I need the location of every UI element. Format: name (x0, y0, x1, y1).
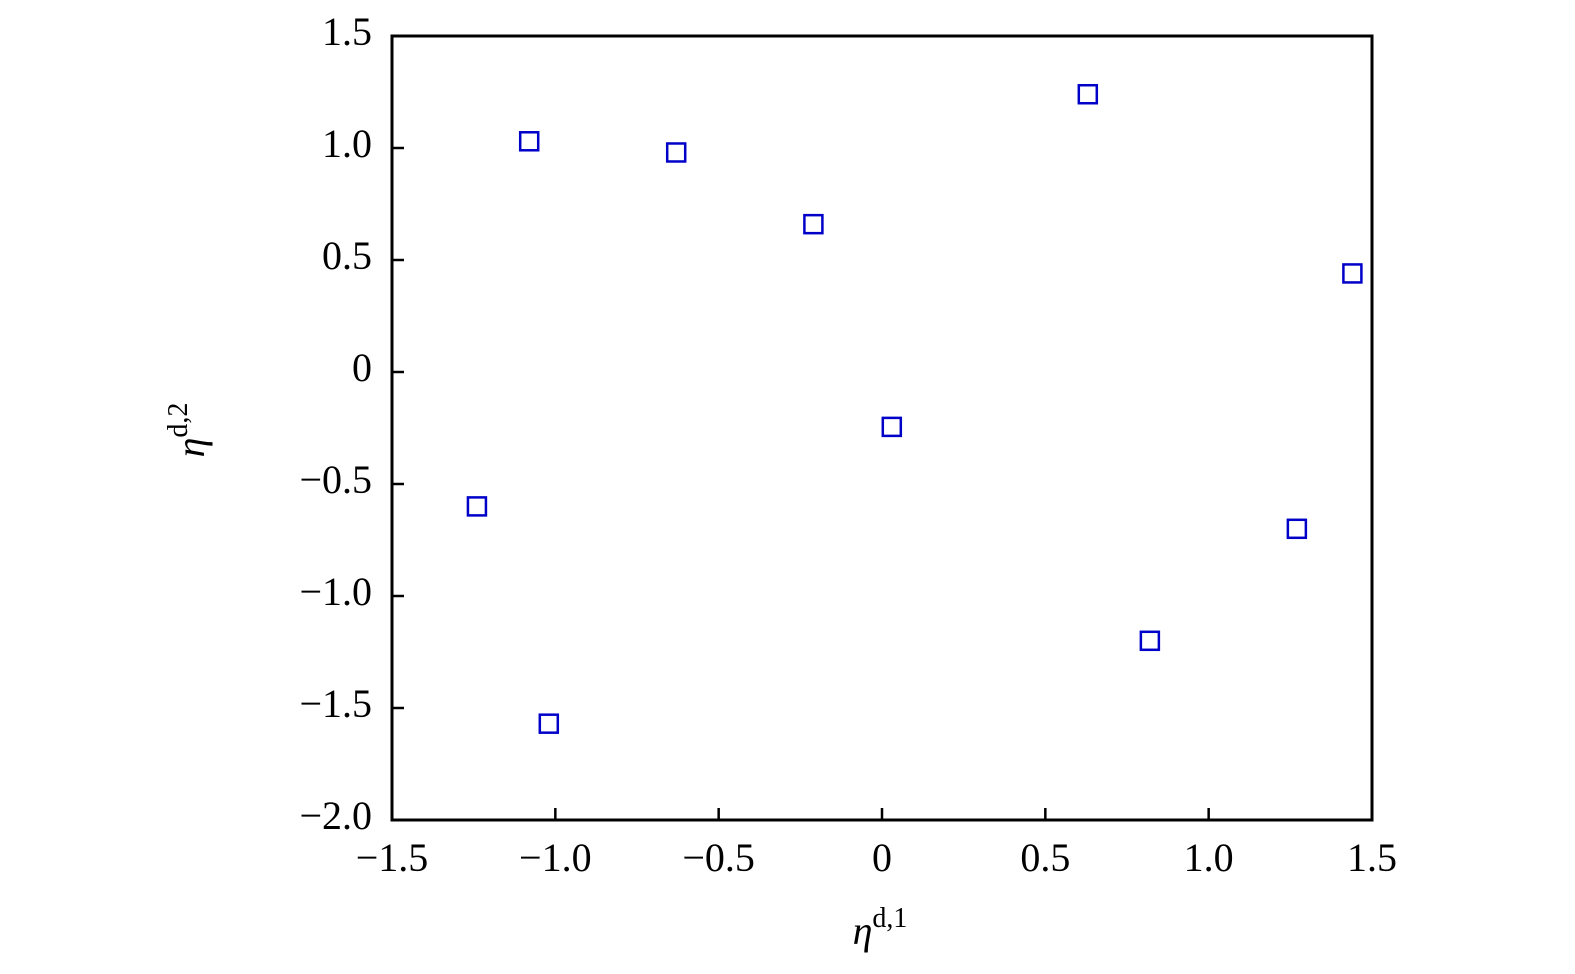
point (1342, 263, 1363, 284)
x-tick-label: 1.5 (1347, 835, 1397, 880)
x-tick-label: 0.5 (1020, 835, 1070, 880)
y-tick-label: 0.5 (322, 233, 372, 278)
x-tick-label: −1.5 (356, 835, 429, 880)
x-label-superscript: d,1 (872, 903, 907, 934)
x-tick-label: 1.0 (1184, 835, 1234, 880)
x-label-symbol: η (853, 908, 873, 953)
point (881, 416, 903, 438)
y-tick-label: −1.5 (299, 681, 372, 726)
y-tick-label: −1.0 (299, 569, 372, 614)
y-tick-label: 1.5 (322, 9, 372, 54)
point (538, 713, 560, 734)
x-axis-label: ηd,1 (853, 903, 908, 953)
point (466, 496, 488, 517)
point (1139, 630, 1161, 652)
y-axis-label: ηd,2 (163, 403, 213, 458)
point (803, 213, 824, 235)
point (1286, 518, 1308, 540)
y-tick-label: −2.0 (299, 793, 372, 838)
x-tick-label: −1.0 (519, 835, 592, 880)
y-tick-label: −0.5 (299, 457, 372, 502)
x-tick-label: −0.5 (682, 835, 755, 880)
point (665, 142, 687, 163)
y-label-superscript: d,2 (163, 403, 194, 438)
y-tick-label: 1.0 (322, 121, 372, 166)
y-label-symbol: η (168, 438, 213, 458)
y-tick-label: 0 (352, 345, 372, 390)
point (518, 131, 540, 152)
point (1077, 83, 1099, 105)
x-tick-label: 0 (872, 835, 892, 880)
